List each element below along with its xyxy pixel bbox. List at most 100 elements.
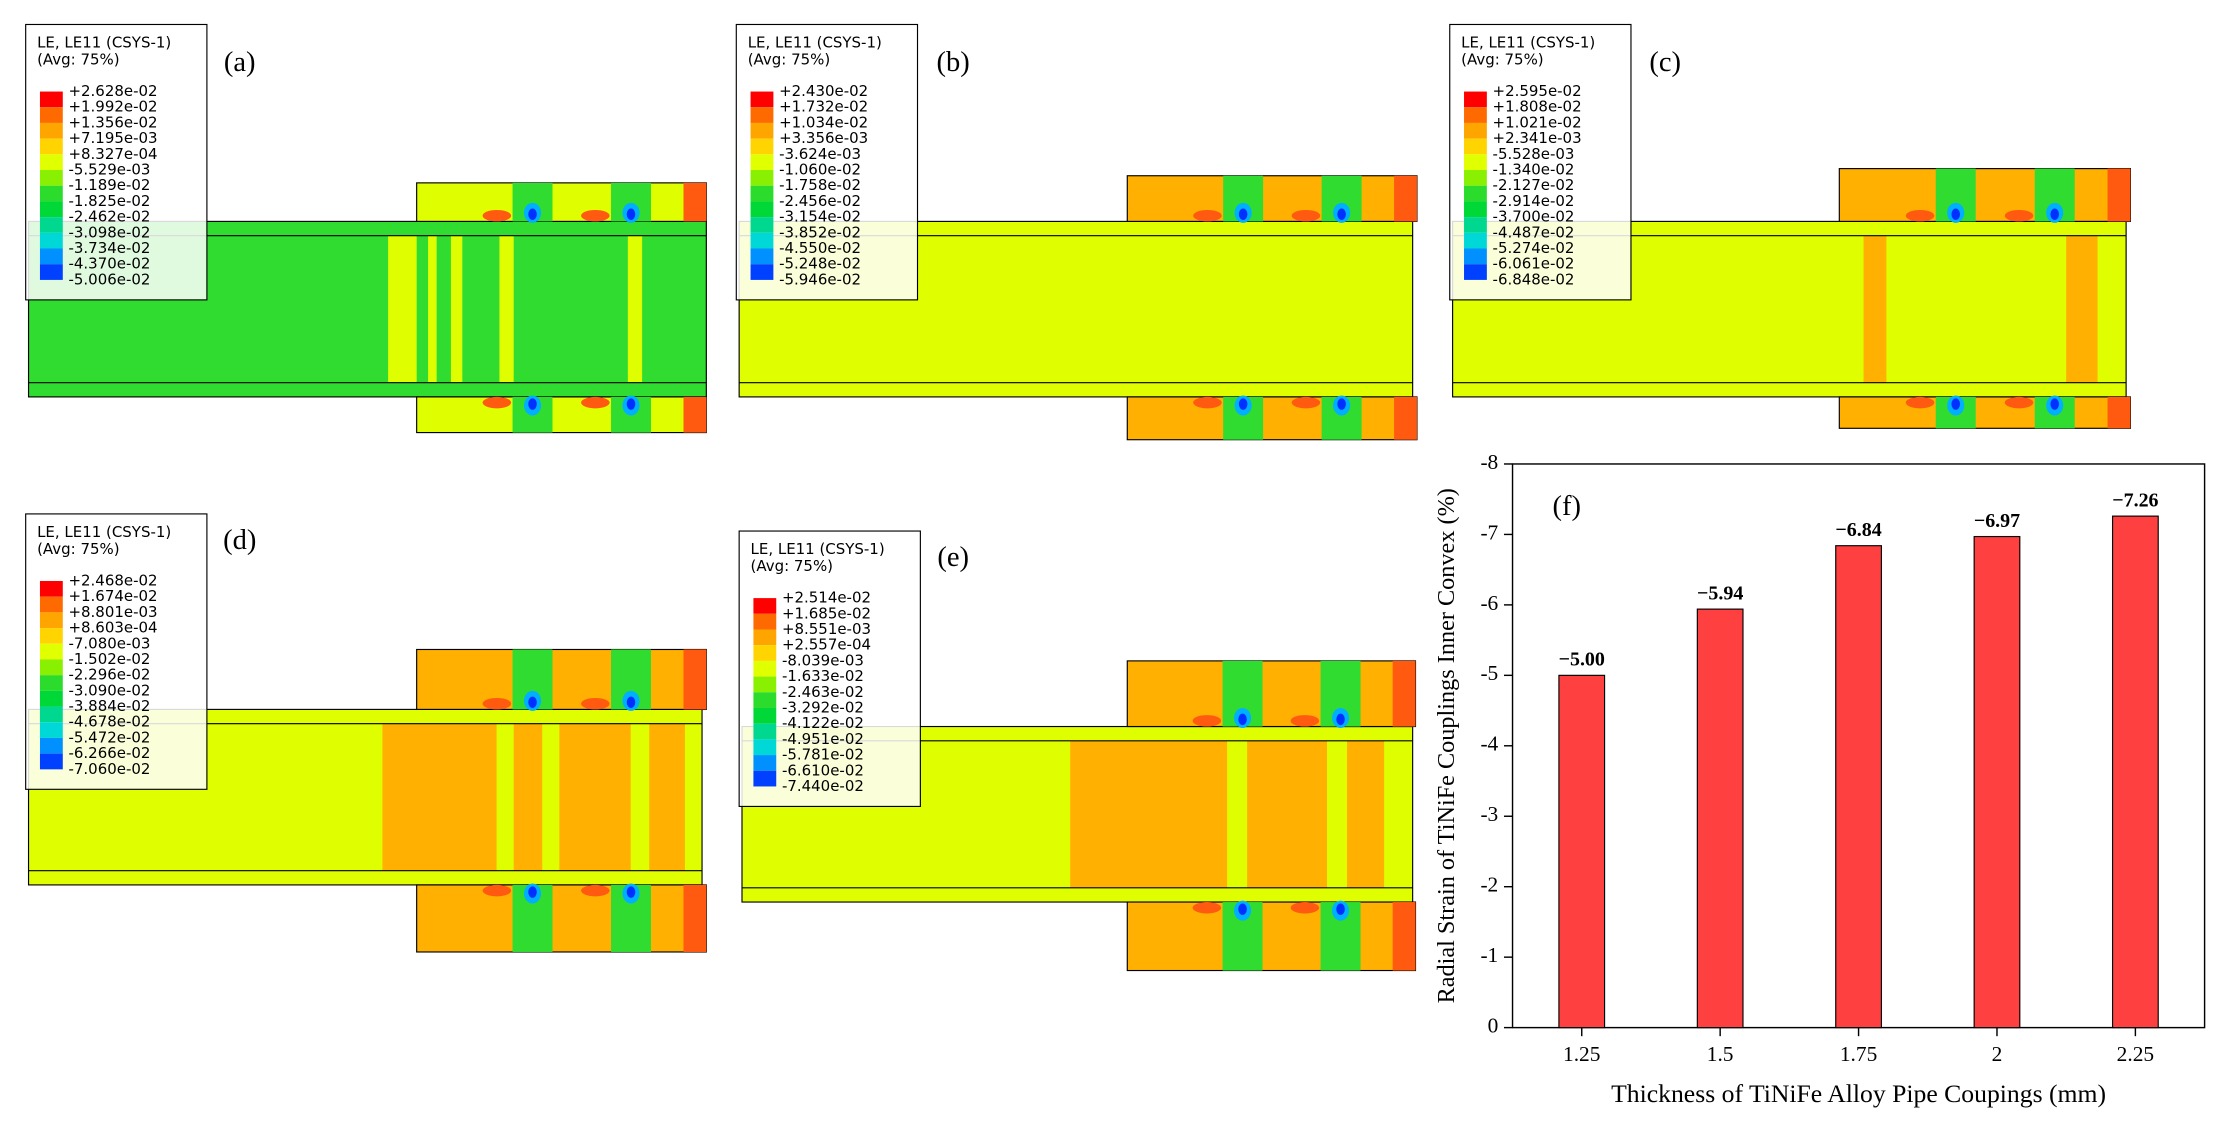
legend-value: +8.327e-04	[68, 145, 157, 163]
strain-band	[559, 723, 631, 871]
legend-value: -3.884e-02	[68, 697, 150, 715]
legend-value: +1.732e-02	[779, 98, 868, 116]
strain-band	[428, 235, 437, 383]
fea-panel: LE, LE11 (CSYS-1)(Avg: 75%)+2.430e-02+1.…	[735, 23, 1418, 441]
coupling-end	[1394, 396, 1417, 440]
legend-value: -4.122e-02	[782, 714, 864, 732]
legend-swatch	[753, 613, 777, 630]
tension-spot	[1192, 715, 1222, 727]
fea-panel: LE, LE11 (CSYS-1)(Avg: 75%) +2.468e-02+1.…	[25, 513, 707, 953]
legend-subtitle: (Avg: 75%)	[748, 51, 830, 69]
legend-value: -5.248e-02	[779, 255, 861, 273]
fea-panel: LE, LE11 (CSYS-1)(Avg: 75%)+2.595e-02+1.…	[1449, 23, 2131, 429]
compression-core	[626, 696, 636, 708]
y-axis-label: Radial Strain of TiNiFe Couplings Inner …	[1433, 488, 1460, 1003]
tension-spot	[581, 884, 610, 897]
legend-value: +1.808e-02	[1493, 98, 1582, 116]
legend-swatch	[1464, 107, 1487, 123]
tension-spot	[482, 209, 512, 222]
bar	[1973, 535, 2021, 1029]
legend-value: +1.685e-02	[782, 604, 871, 622]
legend-value: -3.098e-02	[68, 223, 150, 241]
coupling-end	[683, 884, 707, 952]
legend-swatch	[753, 707, 777, 724]
legend-value: -7.440e-02	[782, 777, 864, 795]
panel-label: (d)	[223, 525, 256, 556]
legend-swatch	[1464, 170, 1487, 186]
legend-value: +2.557e-04	[782, 636, 871, 654]
compression-core	[1951, 208, 1961, 220]
legend-value: -7.060e-02	[68, 760, 150, 778]
y-tick-label: 0	[1488, 1014, 1499, 1038]
compression-core	[1337, 398, 1346, 410]
compression-core	[1238, 398, 1248, 410]
bar	[1696, 608, 1744, 1029]
legend-value: -5.781e-02	[782, 746, 864, 764]
coupling-end	[1394, 175, 1417, 222]
legend-value: -6.266e-02	[68, 744, 150, 762]
compression-core	[1951, 398, 1961, 410]
tension-spot	[581, 697, 610, 710]
legend-swatch	[750, 107, 774, 123]
legend-swatch	[753, 645, 777, 661]
legend-swatch	[39, 122, 63, 139]
legend-value: -2.456e-02	[779, 192, 861, 210]
fea-panel: LE, LE11 (CSYS-1)(Avg: 75%)+2.628e-02+1.…	[25, 23, 707, 434]
tension-spot	[1290, 715, 1320, 727]
compression-core	[1337, 208, 1346, 220]
value-label: −6.84	[1835, 519, 1881, 541]
legend-swatch	[750, 138, 774, 155]
tension-spot	[1193, 396, 1222, 409]
y-tick-label: -8	[1480, 450, 1498, 474]
legend-subtitle: (Avg: 75%)	[1461, 51, 1543, 69]
legend-value: -5.529e-03	[68, 161, 150, 179]
tension-spot	[1290, 902, 1320, 914]
coupling-end	[2107, 168, 2131, 222]
compression-core	[528, 208, 537, 220]
legend-value: +2.468e-02	[68, 571, 157, 589]
legend-swatch	[1464, 232, 1487, 249]
strain-band	[1247, 740, 1328, 888]
strain-band	[627, 235, 643, 383]
x-tick-label: 1.25	[1563, 1042, 1600, 1066]
coupling-end	[683, 396, 707, 433]
compression-core	[626, 886, 636, 898]
coupling-end	[683, 182, 707, 222]
legend-swatch	[750, 201, 774, 218]
legend-swatch	[39, 232, 63, 249]
bar	[1558, 674, 1606, 1029]
legend-title: LE, LE11 (CSYS-1)	[1461, 34, 1595, 52]
coupling-end	[1392, 660, 1416, 727]
legend-swatch	[39, 612, 63, 629]
strain-band	[388, 235, 417, 383]
legend-swatch	[39, 138, 63, 155]
bar	[2111, 515, 2159, 1029]
x-tick-label: 2	[1992, 1042, 2003, 1066]
coupling-end	[683, 649, 707, 710]
value-label: −7.26	[2112, 489, 2158, 511]
legend-value: +1.021e-02	[1493, 113, 1582, 131]
strain-band	[499, 235, 514, 383]
y-tick-label: -2	[1480, 873, 1498, 897]
legend-swatch	[750, 122, 774, 139]
coupling	[416, 884, 707, 953]
strain-band	[649, 723, 685, 871]
legend-title: LE, LE11 (CSYS-1)	[37, 523, 171, 541]
compression-core	[2050, 208, 2059, 220]
compression-core	[1238, 903, 1247, 915]
legend-value: -4.370e-02	[68, 255, 150, 273]
legend-value: +3.356e-03	[779, 129, 868, 147]
legend-value: -2.914e-02	[1493, 192, 1575, 210]
legend-swatch	[753, 692, 777, 708]
coupling	[1126, 901, 1417, 972]
legend-swatch	[39, 185, 63, 202]
legend-swatch	[39, 737, 63, 754]
legend-value: -4.951e-02	[782, 730, 864, 748]
y-tick-label: -1	[1480, 943, 1498, 967]
y-tick-label: -5	[1480, 661, 1498, 685]
legend-value: -5.006e-02	[68, 270, 150, 288]
legend-value: -6.610e-02	[782, 761, 864, 779]
legend-value: -1.633e-02	[782, 667, 864, 685]
strain-band	[450, 235, 463, 383]
legend-swatch	[1464, 91, 1487, 108]
